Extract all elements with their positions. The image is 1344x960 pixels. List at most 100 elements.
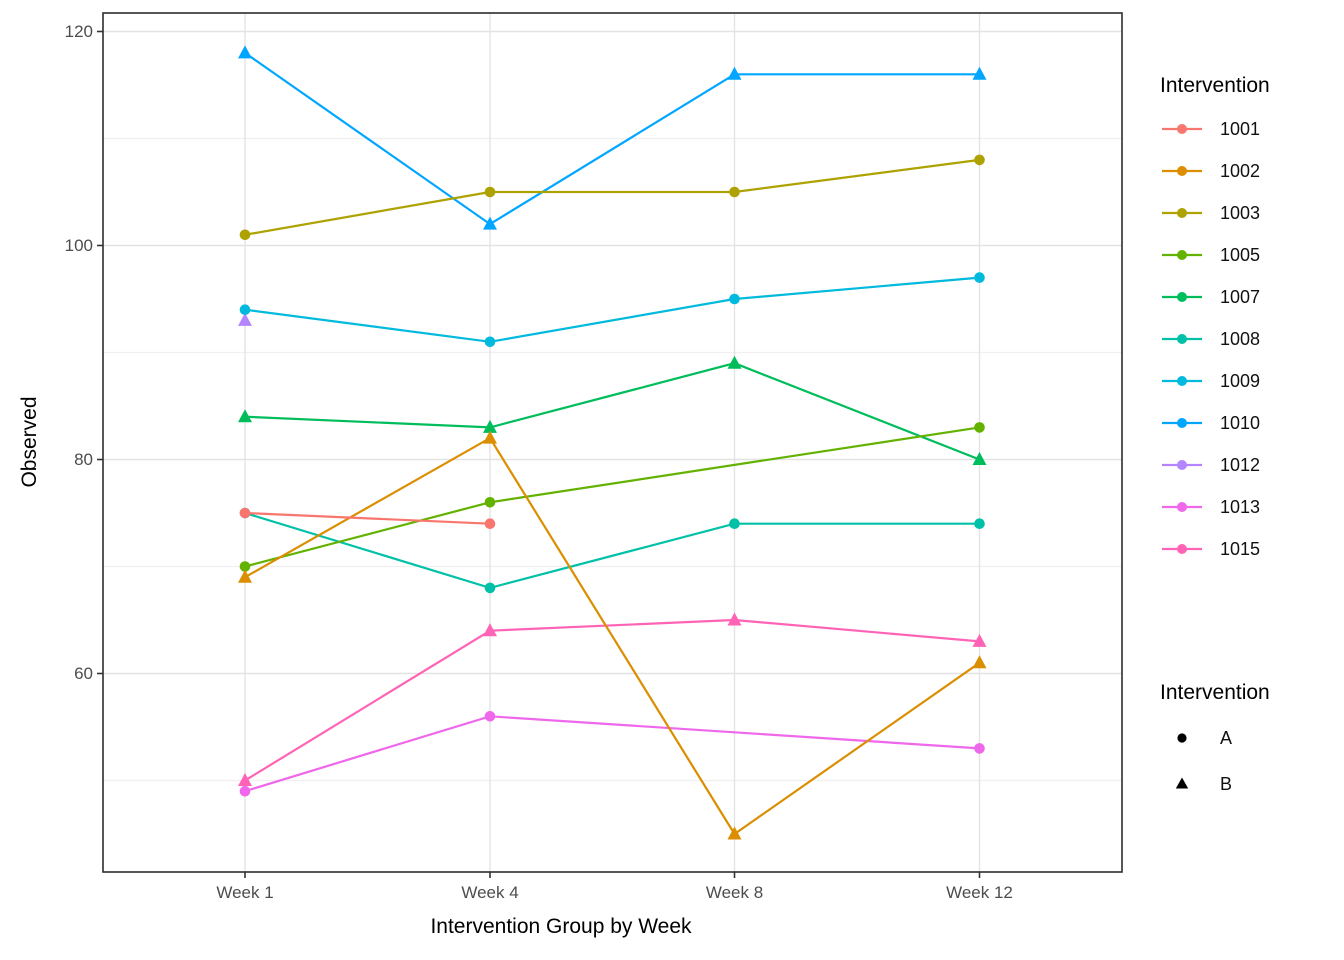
data-point-1005 <box>239 561 251 572</box>
legend-item-label: 1005 <box>1220 244 1261 265</box>
y-axis-title: Observed <box>18 396 41 488</box>
data-point-1007 <box>972 452 987 465</box>
x-axis-title: Intervention Group by Week <box>430 915 692 938</box>
series-line-1015 <box>244 618 980 782</box>
legend-key-icon <box>1162 376 1202 386</box>
legend-key-icon <box>1162 124 1202 134</box>
legend-item-1007: 1007 <box>1160 276 1270 318</box>
legend-item-label: 1012 <box>1220 454 1261 475</box>
circle-icon <box>1177 733 1187 743</box>
data-point-1015 <box>727 612 742 626</box>
data-point-1009 <box>239 304 251 316</box>
data-point-1007 <box>238 409 252 423</box>
legend-item-1005: 1005 <box>1160 234 1270 276</box>
series-line-1010 <box>244 51 980 226</box>
legend-key-icon <box>1162 544 1202 554</box>
legend-key-point <box>1177 124 1187 134</box>
shape-legend-item-B: B <box>1160 761 1270 807</box>
legend-item-1009: 1009 <box>1160 360 1270 402</box>
data-point-1010 <box>238 45 252 59</box>
data-point-1003 <box>484 186 496 198</box>
y-tick-label: 60 <box>74 663 93 683</box>
legend-item-1008: 1008 <box>1160 318 1270 360</box>
legend-key-icon <box>1162 250 1202 260</box>
legend-item-label: B <box>1220 773 1233 794</box>
color-legend: Intervention 1001 1002 1003 1005 1007 1008 100… <box>1160 74 1270 570</box>
x-tick-label: Week 8 <box>705 883 764 902</box>
shape-legend-title: Intervention <box>1160 681 1270 704</box>
data-point-1003 <box>239 229 251 241</box>
x-tick-label: Week 12 <box>946 883 1013 902</box>
data-point-1002 <box>972 655 987 669</box>
legend-item-1015: 1015 <box>1160 528 1270 570</box>
legend-key-point <box>1177 502 1187 512</box>
legend-item-1012: 1012 <box>1160 444 1270 486</box>
data-point-1005 <box>974 422 985 433</box>
data-point-1003 <box>729 186 740 198</box>
legend-key-point <box>1177 166 1187 176</box>
legend-item-label: A <box>1220 727 1233 748</box>
data-point-1012 <box>238 312 252 326</box>
series-line-1009 <box>244 276 980 343</box>
legend-key-point <box>1177 208 1187 218</box>
legend-key-point <box>1177 292 1187 302</box>
legend-item-label: 1013 <box>1220 496 1261 517</box>
x-tick-label: Week 4 <box>461 883 519 902</box>
legend-key-point <box>1177 250 1187 260</box>
data-point-1013 <box>484 711 496 722</box>
legend-item-label: 1001 <box>1220 118 1261 139</box>
data-point-1013 <box>974 743 985 754</box>
data-point-1007 <box>483 419 497 433</box>
data-point-1002 <box>483 430 497 444</box>
series-line-1001 <box>244 511 491 525</box>
legend-key-point <box>1177 418 1187 428</box>
y-tick-label: 80 <box>74 449 93 469</box>
series-line-1003 <box>244 158 980 236</box>
legend-item-1001: 1001 <box>1160 108 1270 150</box>
shape-legend-item-A: A <box>1160 715 1270 761</box>
legend-item-label: 1015 <box>1220 538 1261 559</box>
data-point-1015 <box>238 773 252 786</box>
data-point-1002 <box>727 826 742 840</box>
data-point-1008 <box>729 518 740 529</box>
y-tick-label: 100 <box>64 235 93 255</box>
data-point-1007 <box>727 355 742 369</box>
data-point-1015 <box>972 633 987 647</box>
legend-key-icon <box>1162 460 1202 470</box>
legend-item-label: 1003 <box>1220 202 1261 223</box>
series-line-1008 <box>244 511 980 590</box>
triangle-icon <box>1175 777 1189 789</box>
legend-item-1013: 1013 <box>1160 486 1270 528</box>
legend-key-point <box>1177 376 1187 386</box>
legend-key-icon <box>1162 334 1202 344</box>
legend-item-1010: 1010 <box>1160 402 1270 444</box>
data-point-1015 <box>483 623 497 637</box>
legend-item-1002: 1002 <box>1160 150 1270 192</box>
legend-key-icon <box>1162 418 1202 428</box>
legend-key-point <box>1177 334 1187 344</box>
data-point-1001 <box>484 518 496 529</box>
data-point-1002 <box>238 569 252 583</box>
data-point-1003 <box>974 154 985 166</box>
data-point-1008 <box>974 518 985 529</box>
series-line-1007 <box>244 362 980 461</box>
y-tick-label: 120 <box>64 21 93 41</box>
series-line-1002 <box>244 436 981 836</box>
data-point-1008 <box>484 582 496 594</box>
legend-key-icon <box>1162 166 1202 176</box>
legend-key-point <box>1177 460 1187 470</box>
data-point-1010 <box>727 66 742 80</box>
data-point-1009 <box>974 272 985 283</box>
data-point-1009 <box>484 336 496 348</box>
legend-item-label: 1009 <box>1220 370 1261 391</box>
data-point-1010 <box>483 216 497 230</box>
legend-item-label: 1002 <box>1220 160 1261 181</box>
legend-key-point <box>1177 544 1187 554</box>
data-point-1013 <box>239 785 251 797</box>
panel-background <box>103 13 1122 872</box>
legend-item-1003: 1003 <box>1160 192 1270 234</box>
